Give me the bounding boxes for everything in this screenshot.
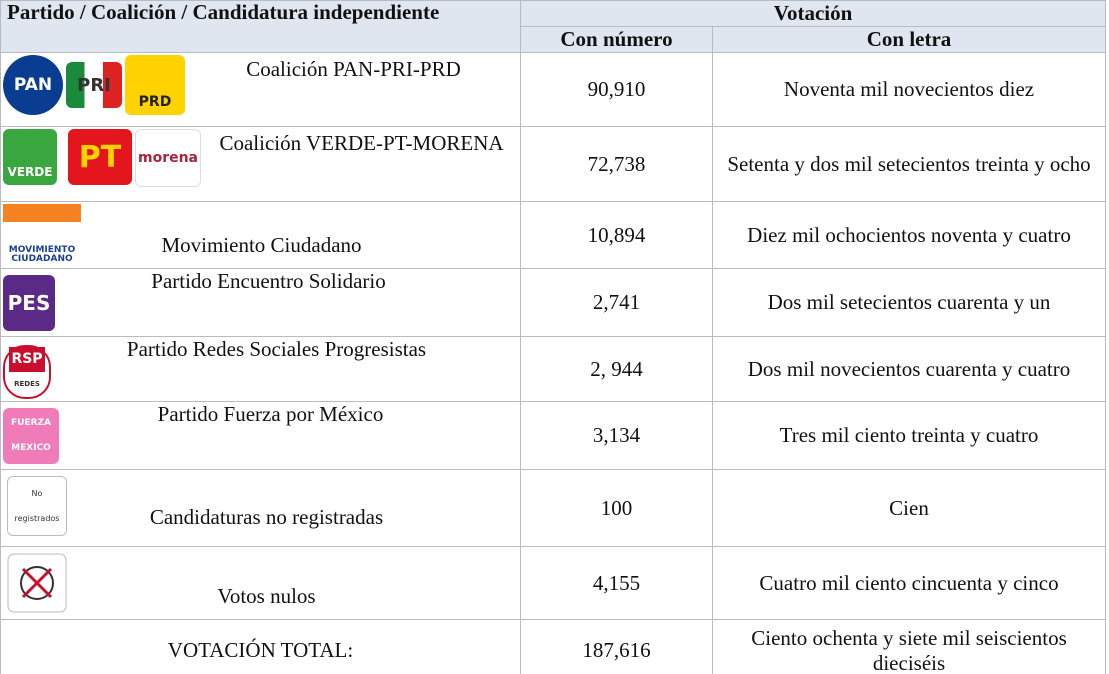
logo: morena <box>135 129 201 187</box>
party-name: Partido Fuerza por México <box>157 402 384 426</box>
votes-letters: Setenta y dos mil setecientos treinta y … <box>711 126 1107 202</box>
party-name: Votos nulos <box>217 583 316 608</box>
logo: PRI <box>66 62 122 108</box>
votes-letters: Cien <box>711 469 1107 547</box>
row: Votos nulos 4,155 Cuatro mil ciento cinc… <box>0 546 1107 620</box>
header-letters: Con letra <box>711 26 1107 53</box>
header-row: Partido / Coalición / Candidatura indepe… <box>0 0 1107 53</box>
total-label: VOTACIÓN TOTAL: <box>0 619 521 674</box>
logo-text: RSP <box>9 347 45 372</box>
logo: No registrados <box>7 476 67 536</box>
logo-text: REDES <box>14 380 40 388</box>
row: FUERZA MEXICO Partido Fuerza por México … <box>0 401 1107 470</box>
logo <box>7 553 67 613</box>
votes-number: 100 <box>520 469 713 547</box>
logo: RSP REDES <box>3 345 51 399</box>
party-name: Partido Redes Sociales Progresistas <box>126 337 427 361</box>
votes-letters: Noventa mil novecientos diez <box>711 52 1107 127</box>
total-row: VOTACIÓN TOTAL: 187,616 Ciento ochenta y… <box>0 619 1107 674</box>
header-number: Con número <box>520 26 713 53</box>
votes-number: 2,741 <box>520 268 713 337</box>
votes-number: 72,738 <box>520 126 713 202</box>
logo: MOVIMIENTO CIUDADANO <box>3 204 81 264</box>
votes-number: 4,155 <box>520 546 713 620</box>
row: RSP REDES Partido Redes Sociales Progres… <box>0 336 1107 402</box>
votes-number: 90,910 <box>520 52 713 127</box>
votes-number: 3,134 <box>520 401 713 470</box>
votes-letters: Diez mil ochocientos noventa y cuatro <box>711 201 1107 269</box>
votes-letters: Dos mil setecientos cuarenta y un <box>711 268 1107 337</box>
header-party: Partido / Coalición / Candidatura indepe… <box>0 0 521 53</box>
party-name: Movimiento Ciudadano <box>161 233 362 257</box>
party-name: Coalición VERDE-PT-MORENA <box>219 131 504 155</box>
party-name: Candidaturas no registradas <box>149 504 384 529</box>
row: PAN PRI PRD Coalición PAN-PRI-PRD 90,910… <box>0 52 1107 127</box>
row: MOVIMIENTO CIUDADANO Movimiento Ciudadan… <box>0 201 1107 269</box>
total-number: 187,616 <box>520 619 713 674</box>
logo: PRD <box>125 55 185 115</box>
row: No registrados Candidaturas no registrad… <box>0 469 1107 547</box>
party-name: Partido Encuentro Solidario <box>151 269 386 293</box>
logo: PT <box>68 129 132 185</box>
logo: VERDE <box>3 129 57 185</box>
votes-letters: Dos mil novecientos cuarenta y cuatro <box>711 336 1107 402</box>
party-name: Coalición PAN-PRI-PRD <box>246 57 461 81</box>
votes-letters: Tres mil ciento treinta y cuatro <box>711 401 1107 470</box>
logo: PAN <box>3 55 63 115</box>
total-letters: Ciento ochenta y siete mil seiscientos d… <box>711 619 1107 674</box>
row: VERDE PT morena Coalición VERDE-PT-MOREN… <box>0 126 1107 202</box>
header-votes: Votación <box>519 0 1107 27</box>
votes-letters: Cuatro mil ciento cincuenta y cinco <box>711 546 1107 620</box>
row: PES Partido Encuentro Solidario 2,741 Do… <box>0 268 1107 337</box>
logo: PES <box>3 275 55 331</box>
logo: FUERZA MEXICO <box>3 408 59 464</box>
votes-number: 2, 944 <box>520 336 713 402</box>
votes-number: 10,894 <box>520 201 713 269</box>
